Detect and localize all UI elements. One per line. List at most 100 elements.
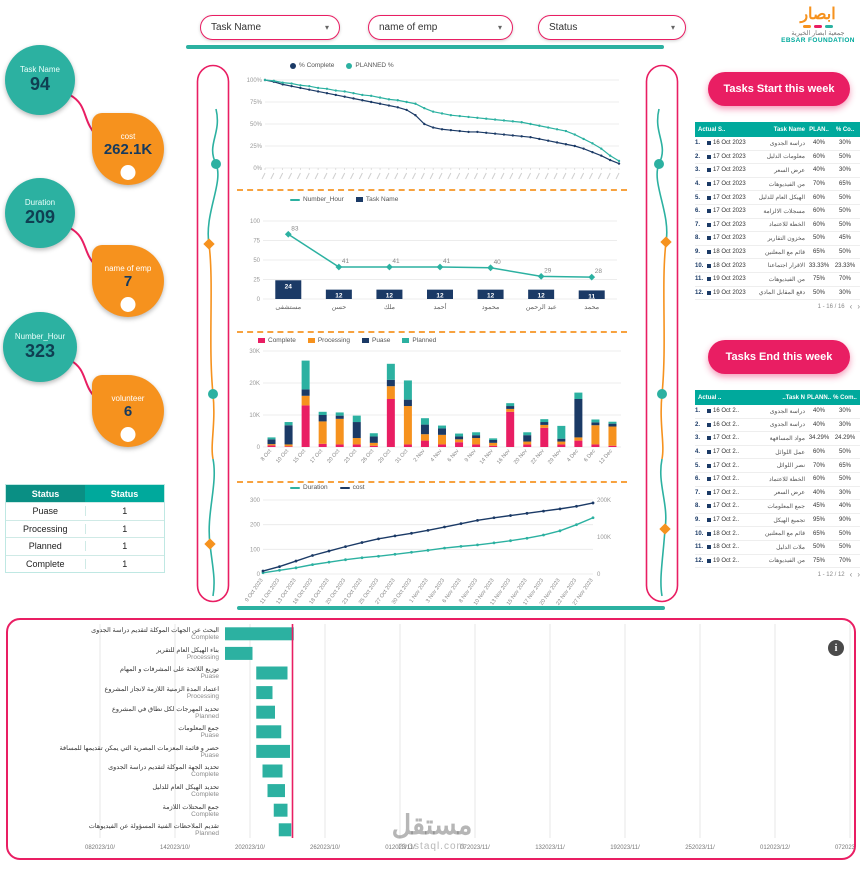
svg-text:40: 40 [494,259,502,266]
task-table-row[interactable]: 11. 19 Oct 2023 من الفيديوهات 75% 70% [695,273,860,287]
task-table-row[interactable]: 9. 18 Oct 2023 قائم مع المعلنين 65% 50% [695,246,860,260]
svg-text:100K: 100K [597,535,611,541]
task-table-row[interactable]: 8. 17 Oct 2023 مخزون التقارير 50% 45% [695,232,860,246]
legend-progress: % Complete PLANNED % [290,62,394,69]
kpi-name-of-emp: name of emp 7 [92,245,164,317]
legend-label: Task Name [365,196,399,203]
processing-legend-icon [307,338,315,343]
svg-text:012023/12/: 012023/12/ [760,845,790,851]
status-count-header: Status [110,488,139,499]
planned-legend-icon [346,62,353,69]
task-table-row[interactable]: 12. 19 Oct 2.. من الفيديوهات 75% 70% [695,555,860,569]
task-table-row[interactable]: 4. 17 Oct 2.. عمل اللوائل 60% 50% [695,446,860,460]
legend-label: Number_Hour [303,196,344,203]
filter-name-of-emp[interactable]: name of emp ▾ [368,15,513,40]
kpi-number-hour: Number_Hour 323 [3,312,77,382]
svg-text:12: 12 [538,293,546,300]
next-page-icon[interactable]: › [857,301,860,311]
kpi-duration: Duration 209 [5,178,75,248]
svg-text:192023/11/: 192023/11/ [610,845,640,851]
decor-frame-left [196,64,230,603]
tasks-end-this-week-button[interactable]: Tasks End this week [708,340,850,374]
filter-task-name[interactable]: Task Name ▾ [200,15,340,40]
task-table-row[interactable]: 12. 19 Oct 2023 دفع المقابل المادي 50% 30% [695,287,860,301]
svg-text:0: 0 [597,572,601,578]
svg-text:30K: 30K [249,349,260,355]
prev-page-icon[interactable]: ‹ [849,301,853,311]
gantt-row-label: توزيع اللائحة على المشرفات و المهام Puase [119,666,219,681]
filter-status[interactable]: Status ▾ [538,15,686,40]
svg-text:9 Nov: 9 Nov [464,448,478,463]
svg-text:10 Oct: 10 Oct [275,448,290,465]
tasks-start-table-header: Actual S.. Task Name PLAN.. % Co.. [695,122,860,137]
task-table-row[interactable]: 5. 17 Oct 2023 الهيكل العام للدليل 60% 50% [695,191,860,205]
kpi-label: Task Name [19,65,60,74]
col-header: % Co.. [835,126,855,133]
svg-text:29 Oct: 29 Oct [377,448,392,465]
task-table-row[interactable]: 2. 17 Oct 2023 معلومات الدليل 60% 50% [695,151,860,165]
tasks-start-this-week-button[interactable]: Tasks Start this week [708,72,850,106]
prev-page-icon[interactable]: ‹ [849,569,853,579]
info-icon[interactable]: i [828,640,844,656]
svg-text:12: 12 [335,293,343,300]
gantt-row-label: تحديد الهيكل العام للدليل Complete [152,784,219,799]
task-table-row[interactable]: 6. 17 Oct 2023 مسجلات الالزامة 60% 50% [695,205,860,219]
next-page-icon[interactable]: › [857,569,860,579]
svg-text:أحمد: أحمد [434,301,447,311]
svg-text:200K: 200K [597,498,611,504]
task-table-row[interactable]: 10. 18 Oct 2.. قائم مع المعلنين 65% 50% [695,527,860,541]
task-table-row[interactable]: 9. 17 Oct 2.. تجميع الهيكل 95% 90% [695,514,860,528]
kpi-value: 262.1K [103,141,153,158]
gantt-row-label: جمع المحتلات اللازمة Complete [162,803,219,818]
task-table-row[interactable]: 5. 17 Oct 2.. نصر اللوائل 70% 65% [695,459,860,473]
legend-label: % Complete [299,62,335,69]
task-table-row[interactable]: 6. 17 Oct 2.. الخطة للاعتماد 60% 50% [695,473,860,487]
task-table-row[interactable]: 8. 17 Oct 2.. جمع المعلومات 45% 40% [695,500,860,514]
task-table-row[interactable]: 1. 16 Oct 2.. دراسة الجدوى 40% 30% [695,405,860,419]
gantt-chart[interactable]: 082023/10/142023/10/202023/10/262023/10/… [8,620,854,858]
task-table-row[interactable]: 2. 16 Oct 2.. دراسة الجدوى 40% 30% [695,419,860,433]
filter-task-name-label: Task Name [211,22,262,33]
task-table-row[interactable]: 1. 16 Oct 2023 دراسة الجدوى 40% 30% [695,137,860,151]
svg-text:300: 300 [250,498,261,504]
svg-text:23 Oct: 23 Oct [343,448,358,465]
status-row[interactable]: Complete 1 [6,554,164,573]
svg-text:0: 0 [257,445,261,451]
col-header: Actual .. [698,394,722,401]
kpi-label: Number_Hour [14,332,66,341]
gantt-row-label: تحديد المهرجات لكل نطاق في المشروع Planne… [111,705,219,720]
progress-line-chart[interactable]: 0% 25% 50% 75% 100% [237,74,625,188]
task-table-row[interactable]: 11. 18 Oct 2.. ملات الدليل 50% 50% [695,541,860,555]
svg-text:12 Dec: 12 Dec [598,448,614,465]
task-table-row[interactable]: 3. 17 Oct 2023 عرض السعر 40% 30% [695,164,860,178]
status-row[interactable]: Puase 1 [6,502,164,520]
svg-text:100: 100 [250,219,261,225]
hours-bar-line-chart[interactable]: 0 25 50 75 100 24 12 12 12 12 12 11 83 41 41 41 40 29 28 مس… [237,207,625,327]
gantt-row-label: جمع المعلومات Puase [178,725,219,740]
svg-text:41: 41 [342,258,350,265]
svg-text:16 Nov: 16 Nov [496,448,512,465]
status-row[interactable]: Processing 1 [6,519,164,538]
svg-text:0: 0 [257,572,261,578]
svg-text:142023/10/: 142023/10/ [160,845,190,851]
legend-label: Complete [268,337,296,344]
logo-english-name: EBSAR FOUNDATION [781,37,855,44]
status-row[interactable]: Planned 1 [6,537,164,555]
task-table-row[interactable]: 10. 18 Oct 2023 الاقرار اجتماعنا 33.33% 23.3… [695,259,860,273]
svg-text:17 Oct: 17 Oct [309,448,324,465]
decor-frame-right [645,64,679,603]
col-header: % Com.. [833,394,857,401]
task-table-row[interactable]: 7. 17 Oct 2.. عرض السعر 40% 30% [695,487,860,501]
col-header: Task Name [773,126,805,133]
task-table-row[interactable]: 7. 17 Oct 2023 الخطة للاعتماد 60% 50% [695,219,860,233]
task-table-row[interactable]: 4. 17 Oct 2023 من الفيديوهات 70% 65% [695,178,860,192]
svg-text:2 Nov: 2 Nov [413,448,427,463]
gantt-row-label: حصر و قائمة المعزمات المصرية التي يمكن ت… [59,744,219,759]
kpi-value: 7 [123,273,133,290]
svg-text:11: 11 [588,293,595,300]
task-table-row[interactable]: 3. 17 Oct 2.. مواد المسافهة 34.29% 24.29% [695,432,860,446]
svg-text:22 Nov: 22 Nov [530,448,546,465]
kpi-value: 94 [29,74,51,94]
